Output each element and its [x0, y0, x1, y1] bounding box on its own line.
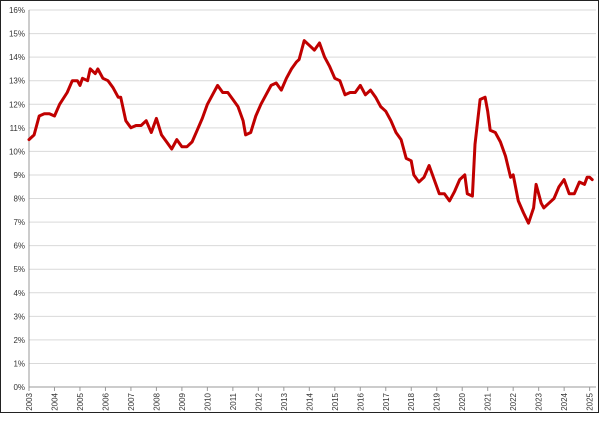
y-tick-label: 13% [9, 77, 25, 86]
x-tick-label: 2020 [458, 392, 467, 410]
x-tick-label: 2016 [356, 392, 365, 410]
x-tick-label: 2010 [203, 392, 212, 410]
x-tick-label: 2018 [407, 392, 416, 410]
y-tick-label: 12% [9, 100, 25, 109]
data-line [27, 39, 594, 225]
x-tick-label: 2004 [50, 392, 59, 410]
x-tick-label: 2024 [560, 392, 569, 410]
y-tick-label: 14% [9, 53, 25, 62]
y-tick-label: 9% [13, 171, 25, 180]
x-tick-label: 2009 [178, 392, 187, 410]
y-tick-label: 0% [13, 383, 25, 392]
x-tick-label: 2012 [254, 392, 263, 410]
y-tick-label: 1% [13, 359, 25, 368]
y-tick-label: 5% [13, 265, 25, 274]
x-tick-label: 2006 [101, 392, 110, 410]
x-tick-label: 2008 [152, 392, 161, 410]
y-tick-label: 7% [13, 218, 25, 227]
x-tick-label: 2007 [127, 392, 136, 410]
x-tick-label: 2021 [484, 392, 493, 410]
x-tick-label: 2003 [25, 392, 34, 410]
x-tick-label: 2015 [331, 392, 340, 410]
x-tick-label: 2019 [433, 392, 442, 410]
y-tick-label: 2% [13, 336, 25, 345]
y-tick-label: 16% [9, 6, 25, 15]
x-tick-label: 2025 [586, 392, 595, 410]
y-tick-label: 4% [13, 289, 25, 298]
x-tick-label: 2013 [280, 392, 289, 410]
x-tick-label: 2023 [535, 392, 544, 410]
y-tick-label: 15% [9, 30, 25, 39]
x-tick-label: 2011 [229, 392, 238, 410]
y-tick-label: 3% [13, 312, 25, 321]
x-tick-label: 2022 [509, 392, 518, 410]
y-tick-label: 10% [9, 147, 25, 156]
x-tick-label: 2005 [76, 392, 85, 410]
x-tick-label: 2017 [382, 392, 391, 410]
x-tick-label: 2014 [305, 392, 314, 410]
y-tick-label: 11% [10, 124, 25, 133]
y-tick-label: 8% [13, 195, 25, 204]
chart-frame [0, 0, 599, 413]
y-tick-label: 6% [13, 242, 25, 251]
